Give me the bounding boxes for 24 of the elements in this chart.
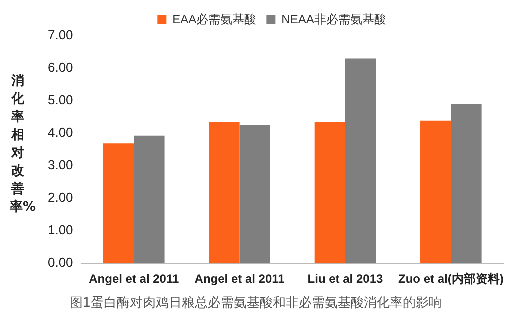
y-axis-title: 消化率相对改善率% (10, 73, 36, 217)
bar (420, 120, 452, 264)
y-tick-label: 6.00 (48, 60, 74, 76)
caption: 图1蛋白酶对肉鸡日粮总必需氨基酸和非必需氨基酸消化率的影响 (68, 295, 444, 312)
y-tick-label: 5.00 (48, 92, 74, 108)
y-tick-label: 7.00 (48, 28, 74, 43)
x-tick-label: Zuo et al(内部资料) (398, 272, 504, 286)
x-tick-label: Angel et al 2011 (194, 272, 286, 286)
bar (209, 122, 240, 264)
y-tick-label: 1.00 (48, 222, 74, 238)
y-tick-label: 2.00 (48, 190, 74, 206)
y-tick-label: 3.00 (48, 158, 74, 173)
bar (451, 104, 482, 264)
x-tick-label: Liu et al 2013 (308, 272, 384, 286)
bar (240, 125, 270, 264)
bar (134, 136, 165, 264)
bar (103, 144, 134, 264)
bar (314, 122, 346, 264)
legend-label: NEAA非必需氨基酸 (282, 12, 386, 26)
x-tick-label: Angel et al 2011 (89, 272, 180, 286)
y-tick-label: 0.00 (48, 255, 74, 270)
legend-label: EAA必需氨基酸 (172, 12, 257, 26)
bar (345, 58, 376, 264)
y-tick-label: 4.00 (48, 125, 74, 140)
